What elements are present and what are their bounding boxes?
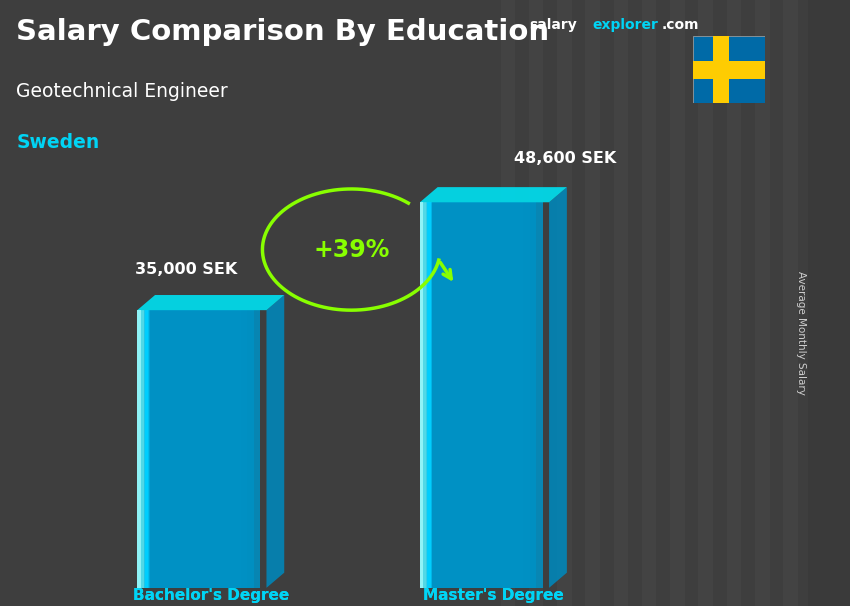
Bar — [428, 202, 459, 588]
Bar — [429, 202, 472, 588]
Bar — [693, 61, 765, 79]
Bar — [149, 310, 241, 588]
Bar — [428, 202, 445, 588]
Bar — [420, 202, 427, 588]
Bar — [428, 202, 439, 588]
Text: Average Monthly Salary: Average Monthly Salary — [796, 271, 806, 395]
Polygon shape — [267, 295, 284, 588]
Text: Bachelor's Degree: Bachelor's Degree — [133, 588, 289, 603]
Text: .com: .com — [661, 18, 699, 32]
Text: salary: salary — [529, 18, 576, 32]
Bar — [642, 0, 656, 606]
Bar — [148, 310, 221, 588]
Bar — [428, 202, 465, 588]
Text: explorer: explorer — [592, 18, 658, 32]
Text: Geotechnical Engineer: Geotechnical Engineer — [16, 82, 228, 101]
Bar — [148, 310, 215, 588]
Bar — [144, 310, 156, 588]
Bar — [148, 310, 228, 588]
Bar — [432, 202, 536, 588]
Bar — [713, 36, 728, 103]
Bar — [147, 310, 208, 588]
Text: 48,600 SEK: 48,600 SEK — [514, 151, 616, 166]
Bar — [557, 0, 572, 606]
Bar — [755, 0, 769, 606]
Bar — [433, 202, 542, 588]
Bar — [614, 0, 628, 606]
Bar — [144, 310, 150, 588]
Bar — [145, 310, 176, 588]
Bar — [430, 202, 497, 588]
Bar — [432, 202, 524, 588]
Bar — [420, 202, 423, 588]
Bar — [150, 310, 260, 588]
Bar — [428, 202, 452, 588]
Bar — [146, 310, 183, 588]
Text: Master's Degree: Master's Degree — [423, 588, 564, 603]
Bar — [431, 202, 510, 588]
Bar — [429, 202, 478, 588]
Bar — [529, 0, 543, 606]
Bar — [149, 310, 234, 588]
Text: Sweden: Sweden — [16, 133, 99, 152]
Bar — [812, 0, 826, 606]
Bar — [699, 0, 713, 606]
Bar — [145, 310, 169, 588]
Bar — [147, 310, 196, 588]
Bar — [783, 0, 798, 606]
Bar — [147, 310, 202, 588]
Bar — [431, 202, 504, 588]
Bar — [432, 202, 530, 588]
Bar — [586, 0, 600, 606]
Bar — [150, 310, 247, 588]
Polygon shape — [549, 187, 567, 588]
Bar — [427, 202, 433, 588]
Text: 35,000 SEK: 35,000 SEK — [134, 262, 237, 277]
Text: Salary Comparison By Education: Salary Comparison By Education — [16, 18, 549, 46]
Bar — [501, 0, 515, 606]
Polygon shape — [420, 187, 567, 202]
Bar — [145, 310, 163, 588]
Bar — [429, 202, 484, 588]
Bar — [430, 202, 491, 588]
Bar — [150, 310, 253, 588]
Bar — [146, 310, 189, 588]
Polygon shape — [137, 295, 284, 310]
Bar — [137, 310, 140, 588]
Bar — [137, 310, 144, 588]
Text: Bachelor's Degree: Bachelor's Degree — [133, 588, 289, 603]
Text: +39%: +39% — [313, 238, 389, 262]
Bar — [727, 0, 741, 606]
Bar — [670, 0, 685, 606]
Bar — [431, 202, 517, 588]
Text: Master's Degree: Master's Degree — [423, 588, 564, 603]
